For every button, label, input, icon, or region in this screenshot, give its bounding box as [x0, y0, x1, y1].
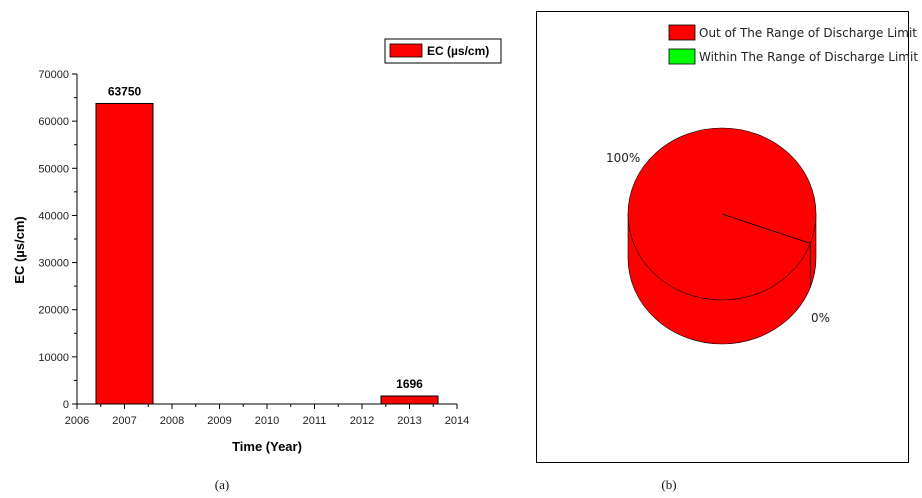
y-tick-label: 30000 — [38, 258, 69, 270]
y-tick-label: 0 — [63, 399, 69, 411]
legend-swatch-out — [668, 24, 696, 41]
panel-label-a: (a) — [215, 477, 229, 492]
pie-legend: Out of The Range of Discharge Limit With… — [668, 24, 918, 65]
legend-label-out: Out of The Range of Discharge Limit — [699, 26, 917, 40]
x-tick-label: 2009 — [207, 415, 231, 427]
legend-swatch — [389, 43, 423, 58]
x-tick-label: 2006 — [65, 415, 89, 427]
bar-value-label-2007: 63750 — [108, 84, 142, 98]
legend-label: EC (µs/cm) — [427, 44, 489, 58]
bar-2013 — [380, 395, 439, 405]
ec-bar-chart: 0 10000 20000 30000 40000 50000 60000 70000 200… — [12, 38, 502, 492]
bar-2007 — [95, 102, 154, 405]
x-tick-label: 2011 — [303, 415, 327, 427]
y-axis-label: EC (µs/cm) — [12, 216, 27, 283]
pie-slice-boundary — [721, 213, 811, 244]
y-tick-label: 50000 — [38, 163, 69, 175]
x-tick-label: 2007 — [112, 415, 136, 427]
pie-body — [627, 127, 817, 345]
y-tick-label: 70000 — [38, 69, 69, 81]
panel-label-b: (b) — [661, 477, 676, 492]
x-tick-label: 2008 — [160, 415, 184, 427]
y-tick-label: 40000 — [38, 210, 69, 222]
x-axis-label: Time (Year) — [232, 439, 302, 454]
slice-pct-label-out: 100% — [606, 151, 640, 165]
x-tick-label: 2012 — [350, 415, 374, 427]
legend-label-within: Within The Range of Discharge Limit — [699, 50, 918, 64]
x-tick-label: 2014 — [445, 415, 469, 427]
legend-swatch-within — [668, 48, 696, 65]
bar-value-label-2013: 1696 — [396, 377, 423, 391]
bar-legend: EC (µs/cm) — [384, 38, 502, 64]
bar-value-labels: 63750 1696 — [108, 84, 423, 391]
y-tick-label: 60000 — [38, 116, 69, 128]
bars — [95, 102, 439, 405]
x-axis-ticks: 2006 2007 2008 2009 2010 2011 2012 2013 2014 — [65, 404, 469, 427]
y-axis-ticks: 0 10000 20000 30000 40000 50000 60000 70000 — [38, 69, 77, 411]
x-tick-label: 2013 — [397, 415, 421, 427]
slice-pct-label-within: 0% — [811, 311, 830, 325]
y-tick-label: 20000 — [38, 305, 69, 317]
y-tick-label: 10000 — [38, 352, 69, 364]
x-tick-label: 2010 — [255, 415, 279, 427]
discharge-pie-chart: 100% 0% Out of The Range of Discharge Li… — [536, 11, 918, 492]
